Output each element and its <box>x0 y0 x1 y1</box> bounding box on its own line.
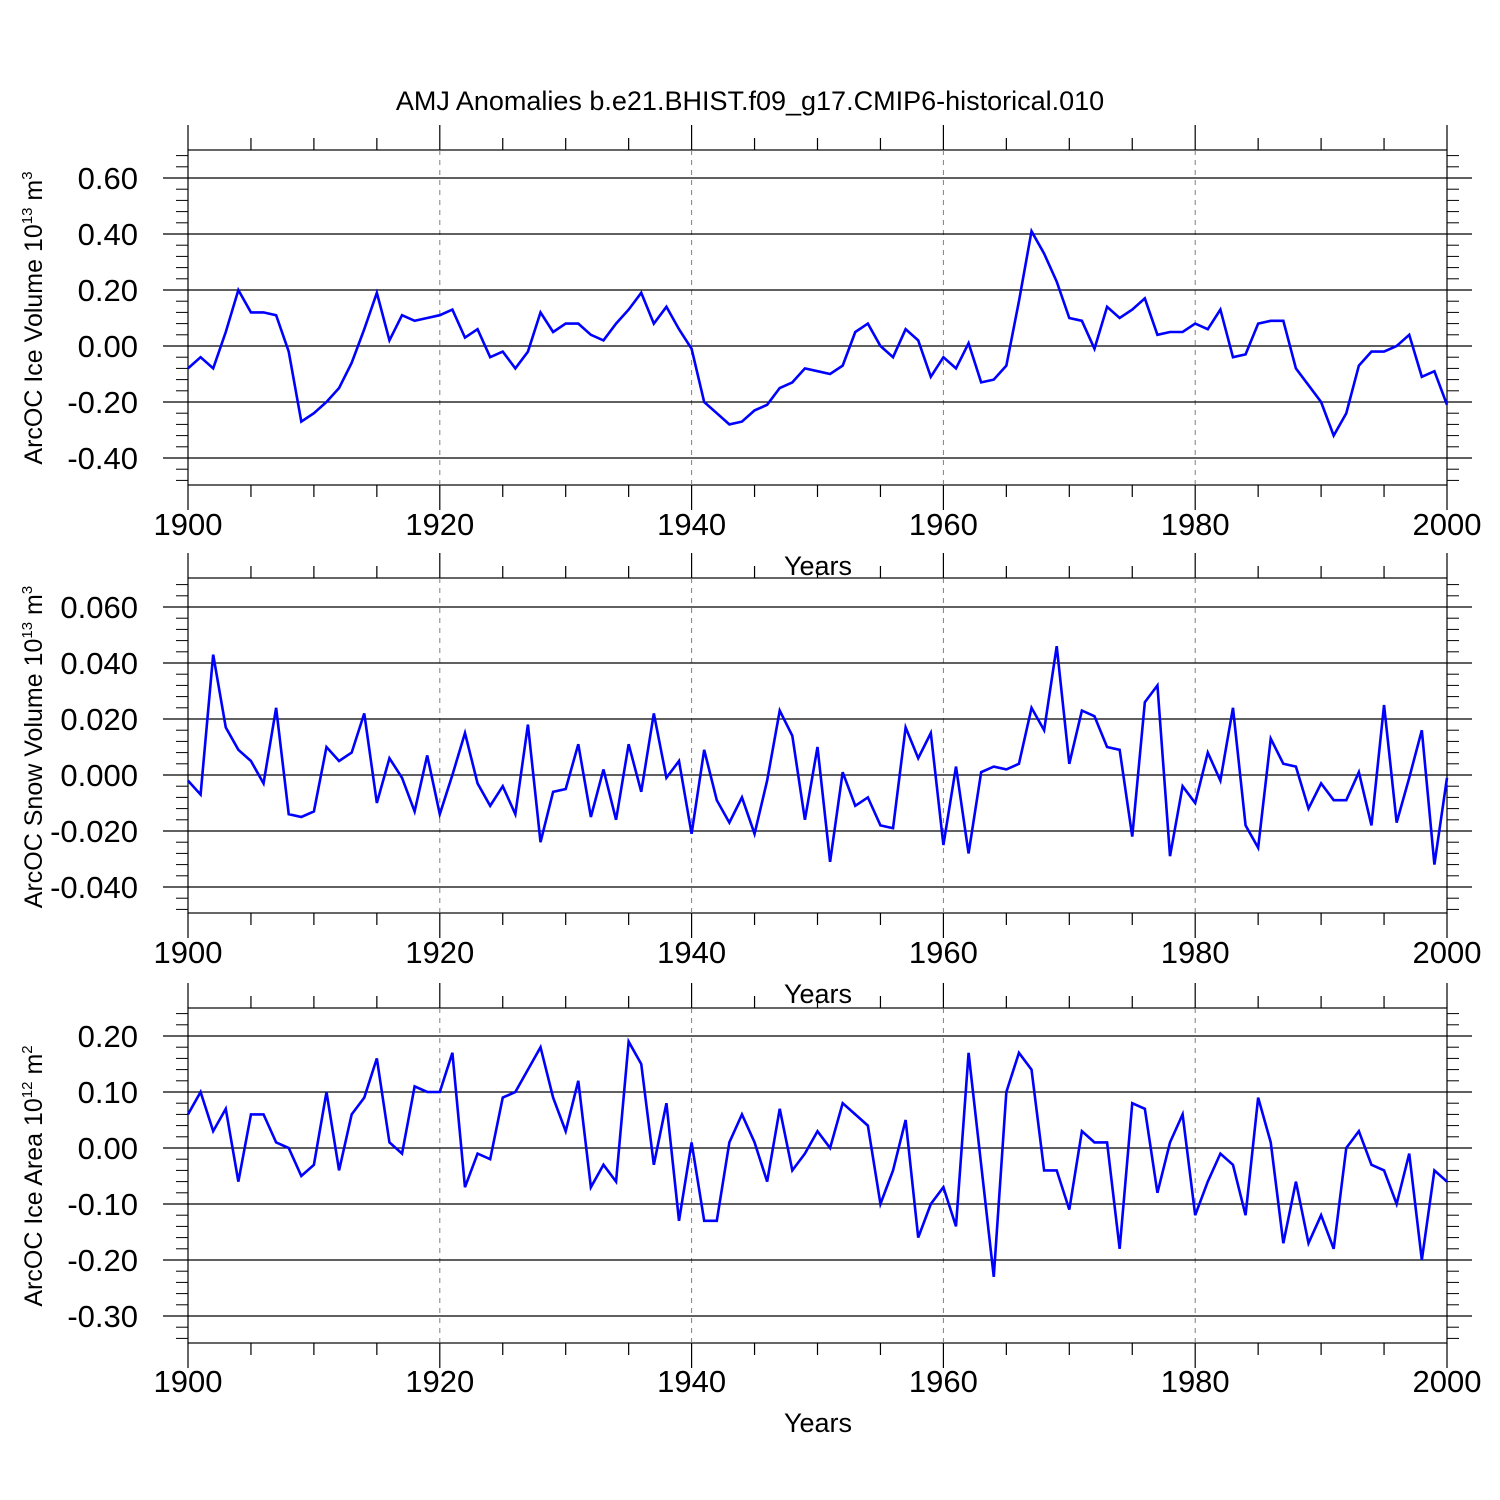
y-axis-title: ArcOC Ice Volume 1013 m3 <box>19 171 48 464</box>
x-tick-label: 1960 <box>909 507 978 542</box>
x-tick-label: 1940 <box>657 935 726 970</box>
chart-panel-2: 0.060 0.040 0.020 0.000 -0.020 -0.040 1900 1920… <box>19 553 1481 1009</box>
y-tick-label: 0.20 <box>78 1019 138 1054</box>
y-tick-label: 0.040 <box>60 646 138 681</box>
x-tick-label: 1980 <box>1161 1364 1230 1399</box>
plot-frame <box>187 577 1448 914</box>
y-tick-label: -0.30 <box>67 1299 138 1334</box>
x-tick-label: 1980 <box>1161 935 1230 970</box>
y-tick-label: -0.020 <box>50 814 138 849</box>
series-line <box>187 646 1449 865</box>
y-tick-label: 0.00 <box>78 1131 138 1166</box>
x-tick-label: 1900 <box>154 507 223 542</box>
y-tick-label: -0.20 <box>67 385 138 420</box>
x-tick-label: 1940 <box>657 1364 726 1399</box>
y-tick-label: -0.40 <box>67 441 138 476</box>
x-tick-label: 1900 <box>154 1364 223 1399</box>
y-tick-label: 0.60 <box>78 161 138 196</box>
y-tick-label: 0.060 <box>60 590 138 625</box>
y-axis-title: ArcOC Snow Volume 1013 m3 <box>19 586 48 908</box>
x-tick-label: 1960 <box>909 935 978 970</box>
chart-panel-3: 0.20 0.10 0.00 -0.10 -0.20 -0.30 1900 1920 1940 1… <box>19 983 1481 1438</box>
series-line <box>187 227 1449 439</box>
x-tick-label: 2000 <box>1413 935 1482 970</box>
y-tick-label: 0.40 <box>78 217 138 252</box>
x-tick-label: 1920 <box>405 507 474 542</box>
x-tick-label: 2000 <box>1413 1364 1482 1399</box>
chart-title: AMJ Anomalies b.e21.BHIST.f09_g17.CMIP6-… <box>396 86 1104 116</box>
y-tick-label: -0.040 <box>50 870 138 905</box>
x-tick-label: 1920 <box>405 1364 474 1399</box>
x-tick-label: 1980 <box>1161 507 1230 542</box>
y-tick-label: -0.10 <box>67 1187 138 1222</box>
y-tick-label: 0.020 <box>60 702 138 737</box>
x-tick-label: 2000 <box>1413 507 1482 542</box>
x-tick-label: 1940 <box>657 507 726 542</box>
x-tick-label: 1920 <box>405 935 474 970</box>
x-axis-title: Years <box>784 1408 852 1438</box>
plot-frame <box>187 149 1448 486</box>
y-tick-label: 0.10 <box>78 1075 138 1110</box>
y-tick-label: 0.000 <box>60 758 138 793</box>
y-tick-label: 0.20 <box>78 273 138 308</box>
y-tick-label: -0.20 <box>67 1243 138 1278</box>
y-tick-label: 0.00 <box>78 329 138 364</box>
y-axis-title: ArcOC Ice Area 1012 m2 <box>19 1045 48 1306</box>
series-line <box>186 1037 1448 1277</box>
chart-panel-1: 0.60 0.40 0.20 0.00 -0.20 -0.40 1900 1920 1940 19… <box>19 125 1481 581</box>
x-tick-label: 1960 <box>909 1364 978 1399</box>
x-tick-label: 1900 <box>154 935 223 970</box>
